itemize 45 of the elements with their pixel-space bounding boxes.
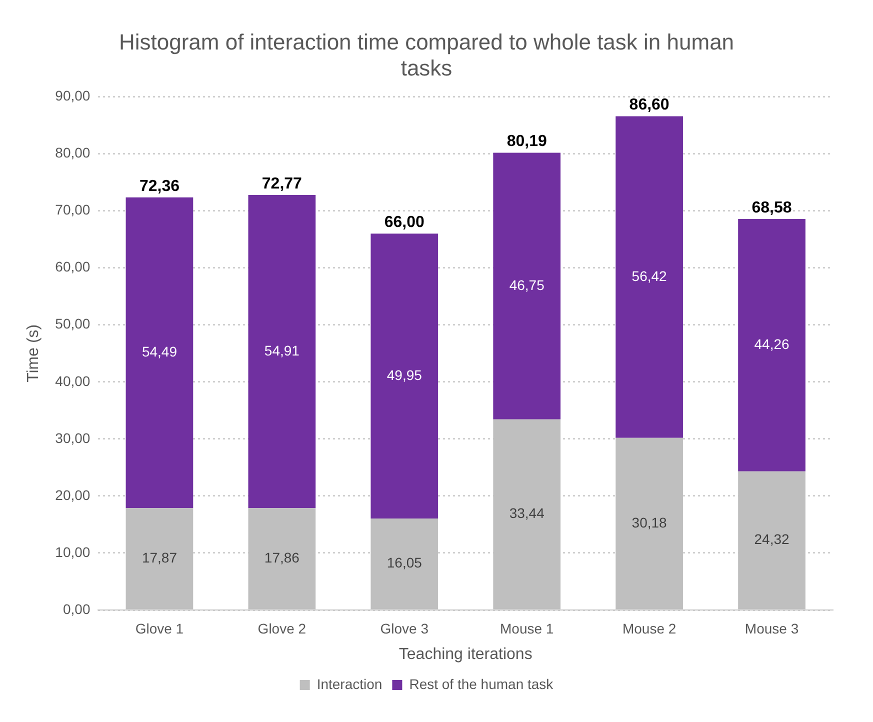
y-tick-label: 10,00: [55, 544, 90, 560]
legend-label: Rest of the human task: [409, 676, 554, 692]
data-label: 30,18: [632, 514, 668, 530]
y-axis-title: Time (s): [25, 324, 42, 382]
y-tick-label: 0,00: [62, 600, 90, 617]
y-tick-label: 40,00: [55, 372, 90, 389]
y-tick-label: 30,00: [55, 430, 90, 446]
x-tick-label: Glove 3: [380, 620, 429, 636]
x-tick-label: Mouse 2: [622, 620, 676, 636]
total-label: 66,00: [384, 214, 425, 232]
y-tick-label: 70,00: [55, 202, 90, 218]
bar: [370, 234, 438, 518]
data-label: 17,87: [142, 550, 178, 566]
bar: [616, 116, 683, 438]
y-tick-label: 20,00: [55, 486, 90, 503]
y-tick-label: 90,00: [55, 88, 90, 104]
data-label: 54,49: [142, 344, 178, 360]
bar: [738, 218, 806, 472]
y-tick-label: 50,00: [55, 316, 90, 332]
data-label: 24,32: [754, 531, 790, 548]
data-label: 16,05: [386, 554, 422, 571]
legend-label: Interaction: [316, 676, 382, 692]
x-tick-label: Mouse 3: [744, 620, 799, 636]
total-label: 72,77: [262, 175, 302, 192]
data-label: 17,86: [264, 550, 300, 566]
x-axis-title: Teaching iterations: [398, 646, 532, 663]
x-tick-label: Glove 1: [135, 620, 184, 636]
bar: [126, 197, 194, 508]
total-label: 80,19: [506, 133, 547, 150]
data-label: 33,44: [509, 505, 545, 522]
y-tick-label: 60,00: [55, 258, 90, 275]
bar: [493, 152, 561, 420]
total-label: 72,36: [139, 178, 180, 195]
x-tick-label: Glove 2: [258, 620, 306, 636]
y-tick-label: 80,00: [55, 144, 90, 161]
total-label: 86,60: [629, 96, 670, 114]
bar: [248, 195, 316, 508]
data-label: 44,26: [754, 336, 790, 352]
data-label: 49,95: [386, 366, 422, 383]
chart-title: Histogram of interaction time compared to whole task in human tasks: [118, 29, 734, 81]
total-label: 68,58: [752, 199, 792, 216]
data-label: 56,42: [632, 268, 668, 284]
x-tick-label: Mouse 1: [500, 620, 554, 636]
data-label: 46,75: [509, 276, 545, 293]
data-label: 54,91: [264, 342, 300, 358]
